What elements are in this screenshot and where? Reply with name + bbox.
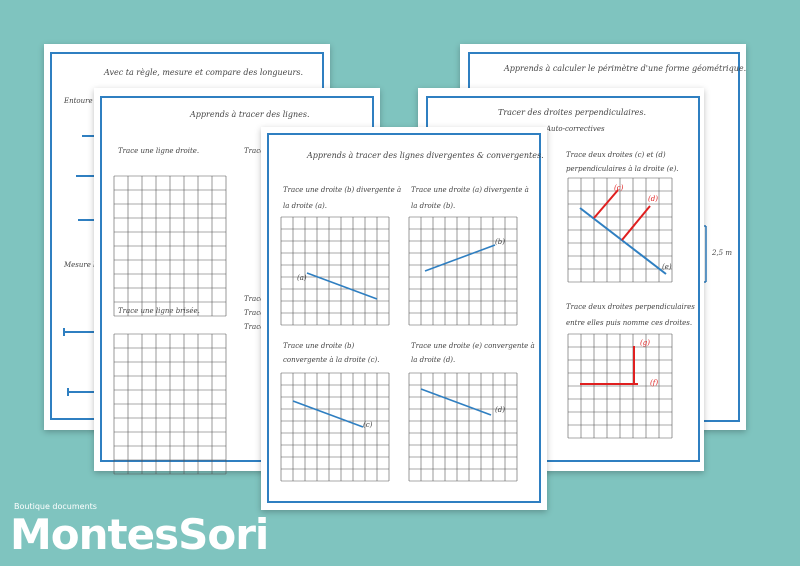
exercise-grid (408, 372, 518, 482)
length-segments (63, 135, 94, 396)
sheet-title: Apprends à tracer des lignes divergentes… (307, 151, 544, 160)
sheet-side-text: Entoure de (64, 97, 104, 105)
line-b (292, 400, 364, 428)
exercise-label: Trace une droite (b) divergente à (283, 186, 402, 194)
worksheet-divergent-convergent: Apprends à tracer des lignes divergentes… (261, 127, 547, 510)
brand-logo: MontesSori (10, 510, 269, 559)
line-label-g: (g) (640, 339, 650, 347)
line-d (621, 205, 651, 241)
grid-lines (280, 216, 390, 326)
exercise-label: entre elles puis nomme ces droites. (566, 319, 693, 327)
exercise-grid (280, 372, 390, 482)
exercise-grid (408, 216, 518, 326)
exercise-label: Trace une droite (b) (283, 342, 355, 350)
sheet-title: Apprends à tracer des lignes. (190, 110, 310, 119)
grid-lines (113, 333, 227, 475)
grid-lines (567, 177, 673, 283)
grid-lines (113, 175, 227, 317)
grid-lines (408, 216, 518, 326)
exercise-label: la droite (a). (283, 202, 327, 210)
exercise-label: Trace une ligne droite. (118, 147, 200, 155)
perpendicular-grid (567, 177, 673, 283)
line-c (593, 189, 619, 219)
sheet-frame (267, 133, 541, 503)
exercise-label: Trace une ligne brisée. (118, 307, 200, 315)
sheet-title: Apprends à calculer le périmètre d'une f… (504, 64, 747, 73)
line-a (306, 272, 378, 300)
line-label-d: (d) (648, 195, 658, 203)
exercise-label: Trace (244, 309, 265, 317)
line-label-b: (b) (495, 238, 505, 246)
line-label-c: (c) (614, 184, 624, 192)
practice-grid (113, 175, 227, 317)
grid-lines (408, 372, 518, 482)
exercise-label: Trace (244, 323, 265, 331)
sheet-title: Tracer des droites perpendiculaires. (498, 108, 647, 117)
grid-lines (280, 372, 390, 482)
exercise-label: convergente à la droite (c). (283, 356, 380, 364)
line-label-d: (d) (495, 406, 505, 414)
line-b (424, 244, 496, 272)
exercise-label: Trace (244, 295, 265, 303)
line-e (579, 207, 667, 275)
line-label-e: (e) (662, 263, 672, 271)
exercise-label: Trace deux droites perpendiculaires (566, 303, 695, 311)
exercise-label: Trace deux droites (c) et (d) (566, 151, 666, 159)
exercise-label: la droite (d). (411, 356, 456, 364)
brand-subtitle: Boutique documents (14, 502, 97, 511)
exercise-label: Trace (244, 147, 265, 155)
exercise-grid (280, 216, 390, 326)
sheet-title: Avec ta règle, mesure et compare des lon… (104, 68, 304, 77)
exercise-label: Trace une droite (e) convergente à (411, 342, 535, 350)
measure-label: 2,5 m (712, 249, 732, 257)
line-label-a: (a) (297, 274, 307, 282)
exercise-label: Trace une droite (a) divergente à (411, 186, 529, 194)
sheet-side-text: Mesure la (64, 261, 100, 269)
line-d (420, 388, 492, 416)
line-label-c: (c) (363, 421, 373, 429)
perpendicular-grid (567, 333, 673, 439)
sheet-subtitle: Auto-correctives (546, 125, 605, 133)
practice-grid (113, 333, 227, 475)
line-label-f: (f) (650, 379, 659, 387)
exercise-label: perpendiculaires à la droite (e). (566, 165, 679, 173)
exercise-label: la droite (b). (411, 202, 456, 210)
